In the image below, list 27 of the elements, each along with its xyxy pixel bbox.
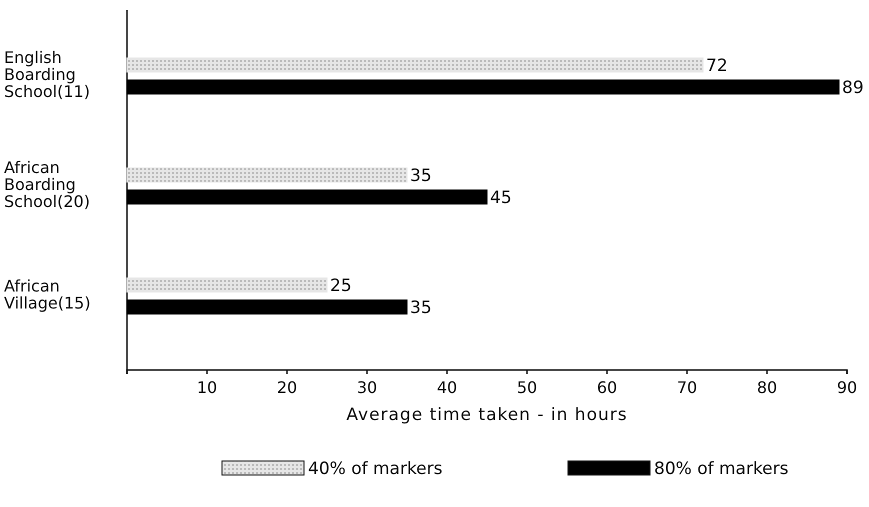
data-label: 89 — [842, 78, 864, 98]
data-label: 25 — [330, 276, 352, 296]
bar — [126, 278, 328, 292]
bar — [126, 190, 488, 204]
bar — [126, 58, 704, 72]
y-tick-label: African Village(15) — [4, 276, 91, 312]
x-tick-label: 70 — [676, 378, 698, 397]
x-tick-label: 30 — [356, 378, 378, 397]
bar — [126, 168, 408, 182]
bar — [126, 80, 840, 94]
x-tick-label: 60 — [596, 378, 618, 397]
legend-label: 40% of markers — [308, 459, 443, 479]
x-tick-label: 10 — [196, 378, 218, 397]
x-axis-title: Average time taken - in hours — [346, 405, 628, 425]
data-label: 45 — [490, 188, 512, 208]
x-tick-label: 20 — [276, 378, 298, 397]
x-tick-label: 80 — [756, 378, 778, 397]
y-tick-label: English Boarding School(11) — [4, 48, 90, 101]
data-label: 35 — [410, 298, 432, 318]
data-label: 35 — [410, 166, 432, 186]
data-label: 72 — [706, 56, 728, 76]
bar — [126, 300, 408, 314]
x-tick-label: 50 — [516, 378, 538, 397]
x-tick-label: 40 — [436, 378, 458, 397]
y-tick-label: African Boarding School(20) — [4, 158, 90, 211]
x-tick-label: 90 — [836, 378, 858, 397]
legend-label: 80% of markers — [654, 459, 789, 479]
